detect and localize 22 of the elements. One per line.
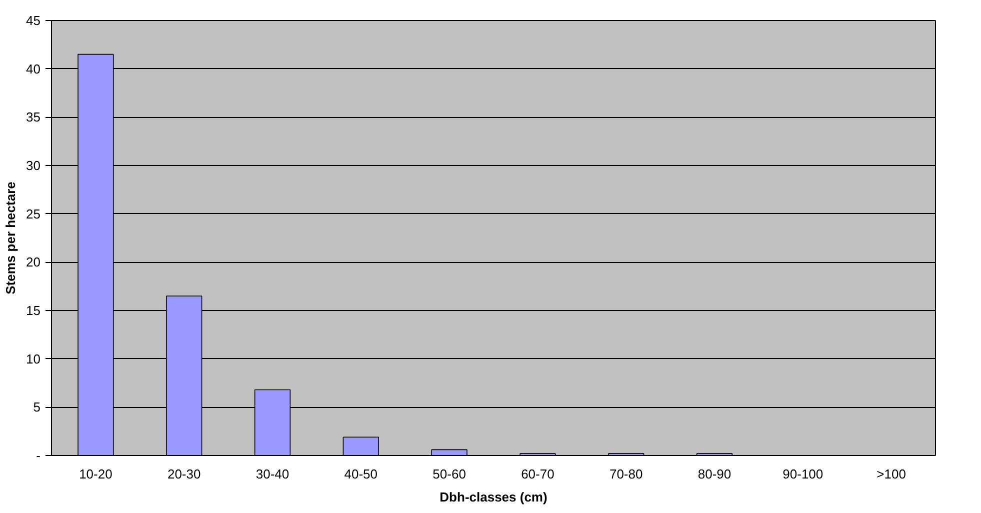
x-tick-label: 40-50 [344,466,378,482]
y-tick-label: 20 [26,254,41,270]
x-tick-label: 10-20 [79,466,112,482]
y-tick-label: 35 [26,110,41,125]
x-tick-label: >100 [876,466,906,482]
y-axis-title: Stems per hectare [3,182,18,294]
y-tick-label: 45 [26,13,41,28]
x-tick-label: 20-30 [167,466,201,482]
x-tick-label: 50-60 [432,466,466,482]
y-tick-label: 5 [33,400,41,415]
x-tick-label: 70-80 [609,466,643,482]
y-tick-label: 30 [26,158,41,173]
x-tick-label: 80-90 [698,466,732,482]
x-axis-title: Dbh-classes (cm) [440,490,548,504]
y-tick-label: - [36,448,41,463]
x-tick-label: 90-100 [782,466,824,482]
y-tick-label: 40 [26,61,41,76]
y-tick-label: 10 [26,351,41,366]
x-tick-label: 60-70 [521,466,554,482]
y-tick-label: 25 [26,206,41,222]
y-tick-label: 15 [26,303,41,318]
x-tick-label: 30-40 [256,466,290,482]
